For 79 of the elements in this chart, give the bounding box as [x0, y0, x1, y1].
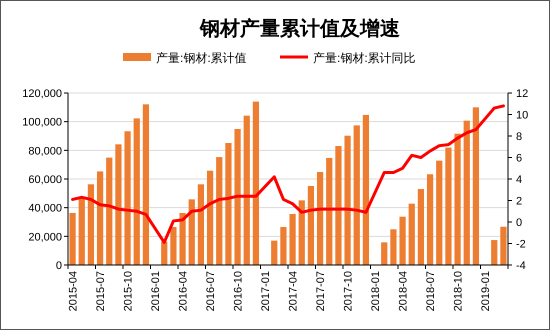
x-tick-label: 2015-04 [68, 271, 80, 312]
bar [362, 114, 370, 265]
bar [436, 160, 442, 265]
bar [134, 118, 140, 265]
x-tick-label: 2017-10 [342, 271, 355, 312]
y2-tick-label: 8 [516, 131, 522, 143]
bar [206, 170, 214, 265]
bar [316, 172, 324, 265]
bar [78, 198, 85, 265]
y-tick-label: 80,000 [28, 145, 62, 158]
bar [426, 174, 434, 265]
bar [399, 216, 406, 265]
bar [308, 186, 314, 265]
bar [390, 229, 397, 265]
bar [225, 143, 232, 265]
bar [271, 240, 278, 265]
bar [298, 200, 305, 265]
bar [344, 136, 351, 265]
x-tick-label: 2015-10 [122, 271, 135, 312]
x-tick-label: 2018-10 [452, 271, 465, 312]
x-tick-label: 2016-04 [178, 271, 190, 312]
bar [69, 212, 76, 265]
line-series [71, 104, 505, 244]
bar [445, 148, 452, 265]
y2-tick-label: -4 [516, 260, 526, 272]
bar [464, 120, 470, 265]
bar [252, 102, 260, 265]
bar [472, 107, 480, 265]
bar [216, 157, 222, 265]
bar [454, 134, 461, 265]
x-tick-label: 2015-07 [95, 271, 108, 312]
y-tick-label: 0 [56, 260, 62, 272]
x-tick-label: 2018-04 [398, 271, 410, 312]
y2-tick-label: 0 [516, 217, 522, 229]
x-tick-label: 2017-04 [288, 271, 300, 312]
x-tick-label: 2016-01 [150, 271, 162, 312]
y-tick-label: 100,000 [22, 116, 62, 129]
bar [170, 227, 177, 265]
bar [354, 125, 360, 265]
bar [326, 158, 332, 265]
y2-tick-label: 2 [516, 196, 522, 208]
bar [88, 184, 94, 265]
bar [188, 199, 195, 265]
bar [500, 226, 507, 265]
bar [335, 146, 342, 265]
y2-tick-label: 10 [516, 110, 528, 122]
bar [408, 204, 415, 265]
bar [161, 242, 168, 265]
x-tick-label: 2018-07 [425, 271, 438, 312]
x-tick-label: 2016-10 [232, 271, 245, 312]
y2-tick-label: 6 [516, 152, 522, 164]
bar [289, 214, 296, 265]
y-tick-label: 40,000 [28, 202, 62, 215]
x-tick-label: 2019-01 [480, 271, 492, 312]
y2-tick-label: 12 [516, 88, 528, 100]
bar [234, 128, 241, 265]
bar [115, 144, 122, 265]
y-tick-label: 20,000 [28, 231, 62, 244]
legend-label: 产量:钢材:累计同比 [313, 51, 416, 65]
x-tick-label: 2016-07 [205, 271, 218, 312]
bar [96, 171, 104, 265]
legend-label: 产量:钢材:累计值 [156, 51, 247, 65]
bar [142, 104, 150, 265]
y2-tick-label: 4 [516, 174, 522, 186]
bar [418, 189, 424, 265]
bar [124, 131, 131, 265]
bar [280, 227, 287, 265]
x-tick-label: 2018-01 [370, 271, 382, 312]
bar [106, 158, 112, 265]
chart-title: 钢材产量累计值及增速 [199, 16, 400, 40]
y-tick-label: 60,000 [28, 174, 62, 186]
bar [198, 184, 204, 265]
x-tick-label: 2017-07 [315, 271, 328, 312]
bar [491, 240, 498, 265]
bar [381, 242, 388, 265]
x-tick-label: 2017-01 [260, 271, 272, 312]
bar [244, 116, 250, 265]
y-tick-label: 120,000 [22, 88, 62, 100]
y2-tick-label: -2 [516, 238, 526, 250]
